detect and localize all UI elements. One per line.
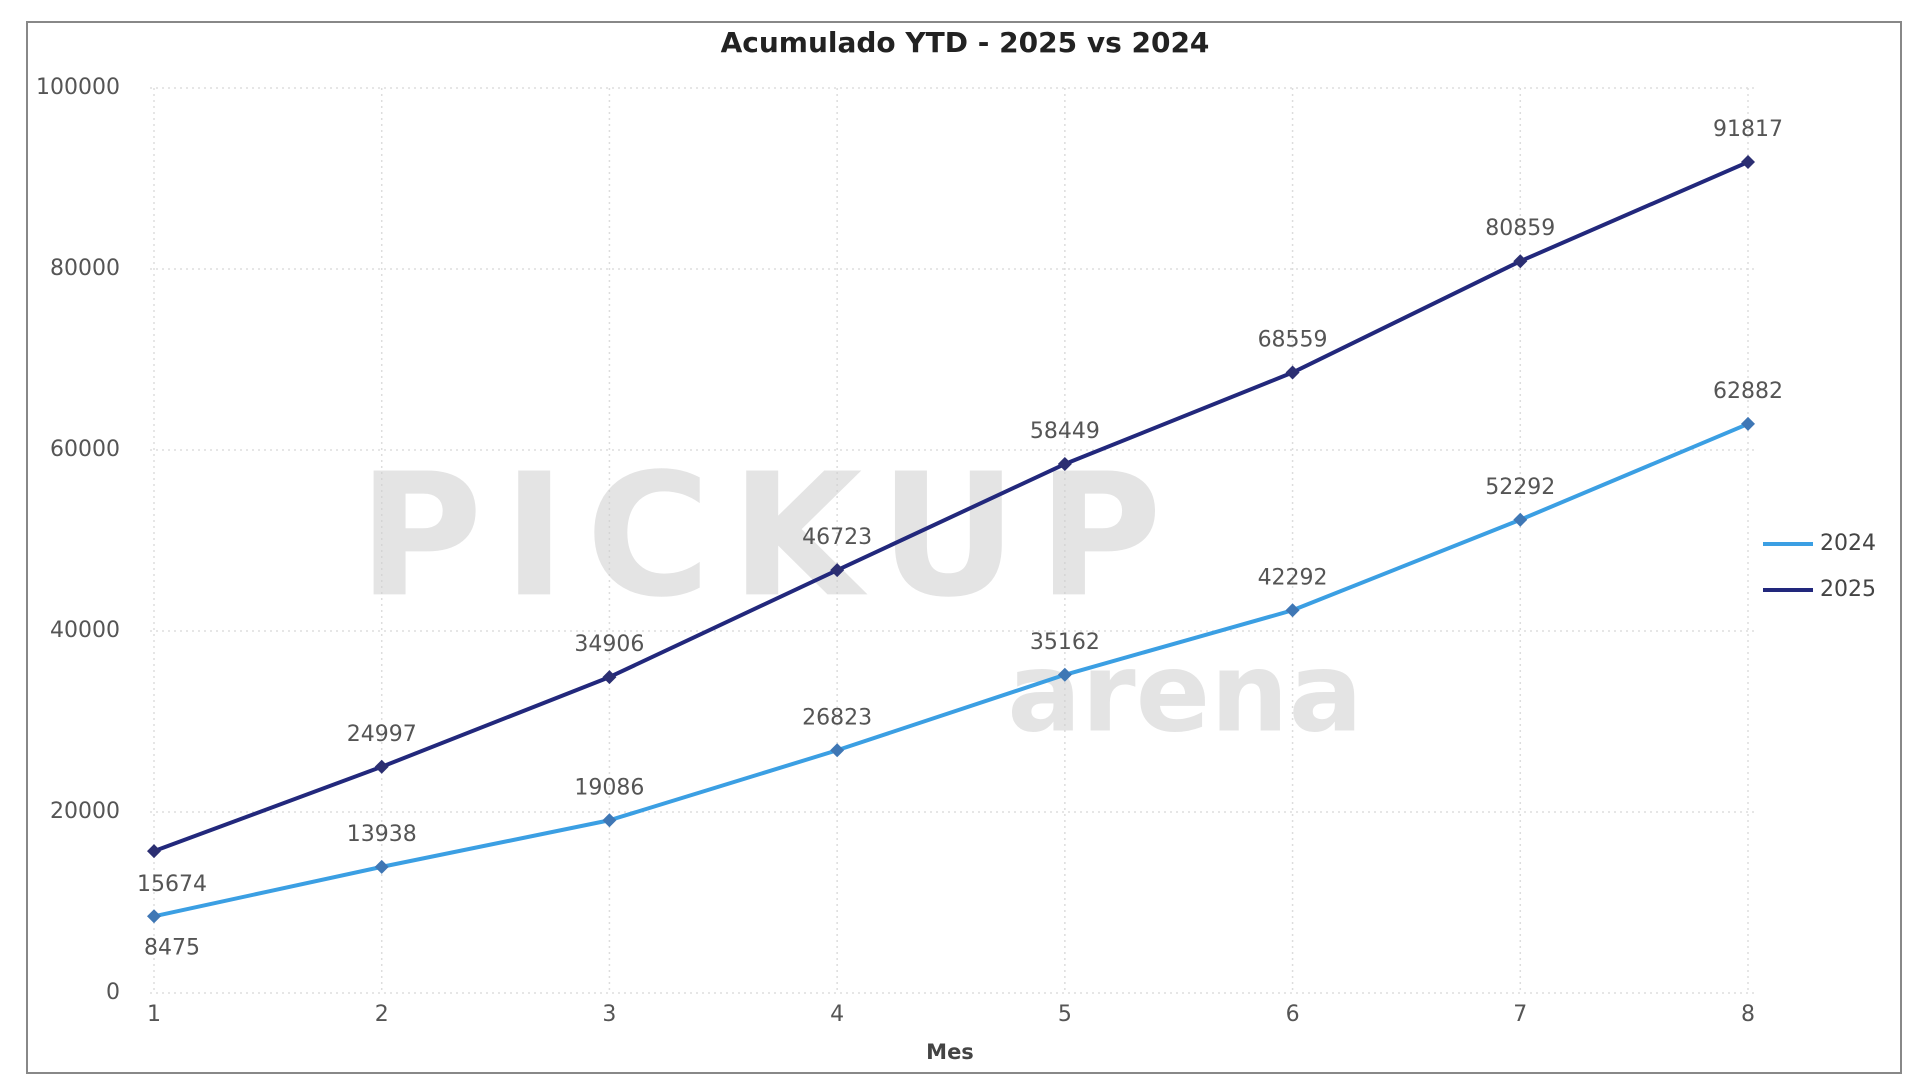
point-marker (602, 813, 617, 828)
legend-label: 2025 (1820, 577, 1876, 602)
y-tick-label: 80000 (50, 256, 120, 281)
data-label: 34906 (574, 632, 644, 657)
x-tick-label: 1 (147, 1002, 161, 1027)
watermark-text: arena (1007, 628, 1363, 756)
data-label: 26823 (802, 705, 872, 730)
data-label: 19086 (574, 775, 644, 800)
point-marker (147, 909, 161, 924)
point-marker (1513, 512, 1528, 527)
point-marker (830, 743, 845, 758)
point-marker (374, 859, 389, 874)
y-tick-label: 40000 (50, 618, 120, 643)
data-label: 24997 (347, 722, 417, 747)
data-label: 68559 (1258, 328, 1328, 353)
chart-frame (26, 21, 1902, 1074)
y-tick-label: 60000 (50, 437, 120, 462)
data-label: 13938 (347, 822, 417, 847)
data-label: 15674 (137, 872, 207, 897)
data-label: 52292 (1485, 475, 1555, 500)
x-tick-label: 5 (1058, 1002, 1072, 1027)
y-tick-label: 20000 (50, 799, 120, 824)
watermark: PICKUP arena (358, 437, 1363, 756)
data-label: 91817 (1713, 117, 1783, 142)
y-tick-label: 0 (106, 980, 120, 1005)
data-label: 35162 (1030, 630, 1100, 655)
point-marker (1285, 365, 1300, 380)
point-marker (1741, 155, 1755, 170)
data-label: 58449 (1030, 419, 1100, 444)
data-label: 46723 (802, 525, 872, 550)
data-label: 62882 (1713, 379, 1783, 404)
data-label: 80859 (1485, 216, 1555, 241)
point-marker (1285, 603, 1300, 618)
x-tick-label: 7 (1513, 1002, 1527, 1027)
series-line (153, 422, 1749, 919)
x-tick-label: 3 (602, 1002, 616, 1027)
x-tick-label: 6 (1286, 1002, 1300, 1027)
x-tick-label: 2 (375, 1002, 389, 1027)
point-marker (830, 563, 845, 578)
watermark-text: PICKUP (358, 437, 1182, 635)
data-label: 8475 (144, 935, 200, 960)
y-tick-label: 100000 (36, 75, 120, 100)
legend-label: 2024 (1820, 531, 1876, 556)
series-line (153, 160, 1749, 854)
point-marker (147, 844, 161, 859)
grid (150, 87, 1758, 994)
point-marker (602, 670, 617, 685)
point-marker (374, 759, 389, 774)
point-marker (1741, 416, 1755, 431)
x-tick-label: 4 (830, 1002, 844, 1027)
point-marker (1057, 667, 1072, 682)
data-label: 42292 (1258, 565, 1328, 590)
chart-title: Acumulado YTD - 2025 vs 2024 (721, 26, 1210, 59)
point-marker (1057, 457, 1072, 472)
x-tick-label: 8 (1741, 1002, 1755, 1027)
point-marker (1513, 254, 1528, 269)
x-axis-label: Mes (926, 1040, 974, 1064)
